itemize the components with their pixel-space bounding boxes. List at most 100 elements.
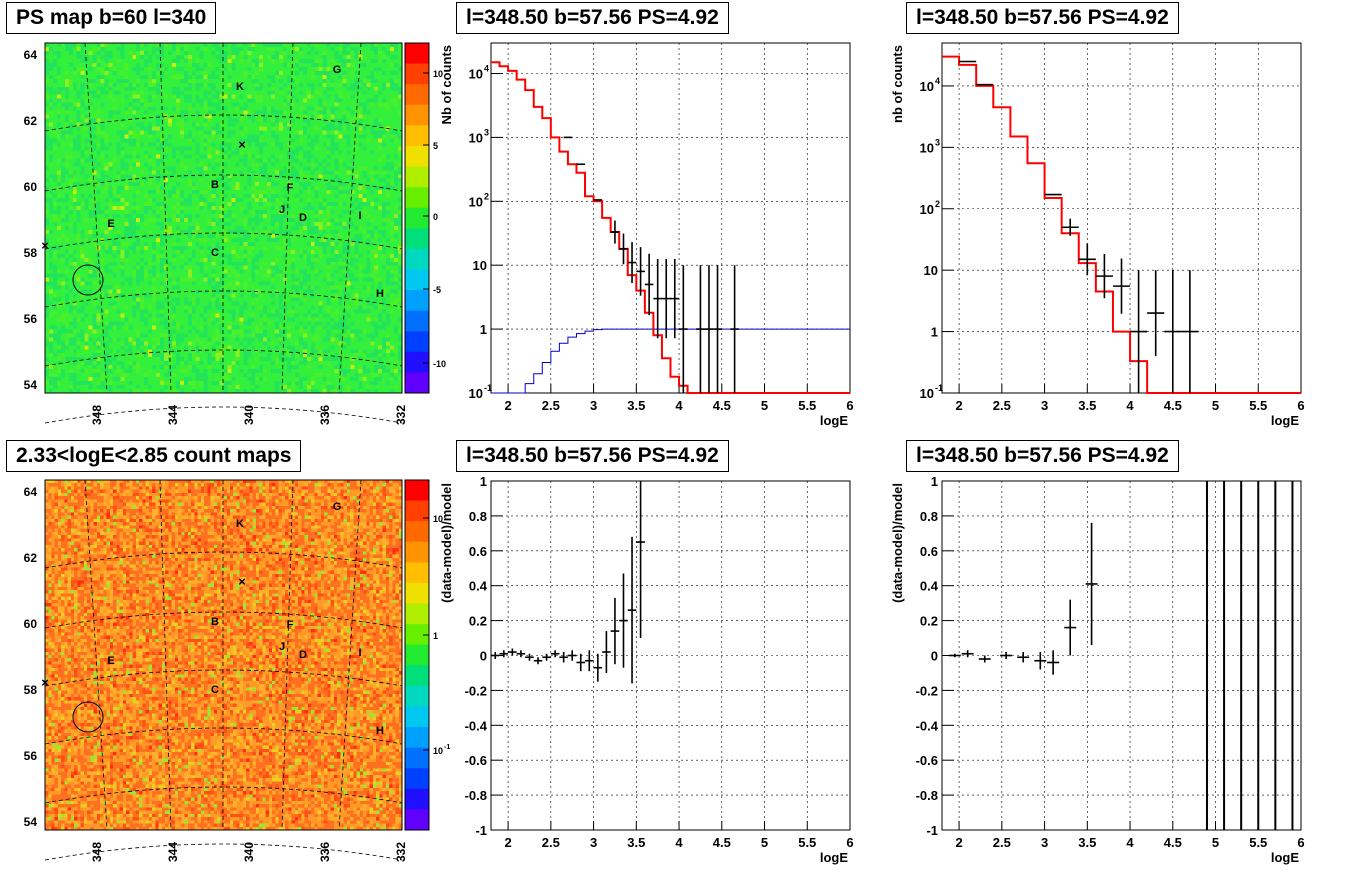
source-label: K	[236, 81, 244, 93]
heatmap-cells	[45, 43, 402, 393]
x-tick-label: 340	[242, 405, 256, 425]
tick-label: 10 4	[469, 63, 489, 81]
tick-label: 1	[480, 322, 487, 337]
x-tick-label: 5	[1212, 398, 1219, 413]
x-tick-label: 332	[394, 842, 408, 862]
source-label: H	[376, 288, 384, 300]
colorbar-segment	[405, 768, 429, 789]
x-axis-label: logE	[1271, 850, 1299, 865]
x-tick-label: 2	[955, 398, 962, 413]
tick-label-text: -0.4	[916, 718, 939, 733]
tick-label-text: 0	[480, 649, 487, 664]
tick-label-base: 10	[920, 202, 934, 217]
x-tick-label: 2.5	[542, 398, 560, 413]
tick-label-text: -0.2	[916, 683, 938, 698]
tick-label-text: -1	[475, 823, 487, 838]
x-tick-label: 4.5	[1164, 835, 1182, 850]
x-tick-label: 2.5	[993, 835, 1011, 850]
colorbar-segment	[405, 706, 429, 727]
tick-label-text: 1	[480, 474, 487, 489]
source-label: D	[299, 212, 307, 224]
spectrum-1-title: l=348.50 b=57.56 PS=4.92	[456, 2, 729, 34]
colorbar-segment	[405, 542, 429, 563]
tick-label-text: 0.4	[920, 579, 939, 594]
x-tick-label: 348	[90, 405, 104, 425]
x-tick-label: 3	[1041, 835, 1048, 850]
tick-label-text: 1	[931, 325, 938, 340]
tick-label: 10	[473, 258, 487, 273]
x-tick-label: 2.5	[993, 398, 1011, 413]
colorbar-segment	[405, 331, 429, 352]
tick-label: 1	[931, 325, 938, 340]
y-tick-label: 60	[24, 180, 38, 194]
tick-label-text: 0.2	[920, 614, 938, 629]
x-tick-label: 6	[1297, 398, 1304, 413]
colorbar-segment	[405, 84, 429, 105]
tick-label-base: 10	[469, 66, 483, 81]
y-axis-label: (data-model)/model	[439, 483, 454, 603]
x-tick-label: 340	[242, 842, 256, 862]
colorbar-label: 10	[433, 746, 443, 756]
tick-label-base: 10	[920, 140, 934, 155]
tick-label-base: 10	[469, 194, 483, 209]
x-tick-label: 4.5	[1164, 398, 1182, 413]
cross-marker: ×	[238, 574, 246, 589]
x-tick-label: 2	[504, 835, 511, 850]
source-label: F	[287, 619, 294, 631]
tick-label-base: 10	[469, 386, 483, 401]
colorbar-segment	[405, 521, 429, 542]
tick-label: 10 4	[920, 76, 940, 94]
x-tick-label: 4.5	[713, 398, 731, 413]
x-tick-label: 3	[1041, 398, 1048, 413]
cross-marker: ×	[238, 137, 246, 152]
colorbar-segment	[405, 249, 429, 270]
x-tick-label: 4	[675, 835, 683, 850]
source-label: I	[358, 210, 361, 222]
colorbar-label-exp: -1	[444, 744, 450, 751]
tick-label-text: 0	[931, 649, 938, 664]
tick-label: 10 2	[469, 191, 489, 209]
tick-label: -0.2	[465, 683, 487, 698]
tick-label: -0.8	[916, 788, 938, 803]
colorbar-segment	[405, 167, 429, 188]
x-tick-label: 344	[166, 405, 180, 425]
colorbar-segment	[405, 645, 429, 666]
y-tick-label: 60	[24, 617, 38, 631]
tick-label: 0.8	[920, 509, 938, 524]
colorbar-segment	[405, 64, 429, 85]
x-tick-label: 332	[394, 405, 408, 425]
tick-label-exp: 2	[484, 191, 489, 201]
source-label: B	[211, 179, 219, 191]
x-axis-label: logE	[1271, 413, 1299, 428]
tick-label-text: 0.2	[469, 614, 487, 629]
colorbar-label: -10	[433, 359, 446, 369]
x-tick-label: 336	[318, 842, 332, 862]
tick-label: -0.4	[916, 718, 939, 733]
tick-label-text: -0.6	[465, 753, 487, 768]
source-label: H	[376, 725, 384, 737]
plot-4: 2 2.5 3 3.5 4 4.5 5 5.5 610.80.60.40.20-0.2-0.4-…	[890, 474, 1305, 865]
colorbar-segment	[405, 311, 429, 332]
tick-label-text: 10	[473, 258, 487, 273]
tick-label-text: 10	[924, 263, 938, 278]
colorbar-segment	[405, 146, 429, 167]
source-label: E	[107, 218, 114, 230]
y-tick-label: 64	[24, 48, 38, 62]
y-tick-label: 56	[24, 312, 38, 326]
y-tick-label: 54	[24, 815, 38, 829]
y-tick-label: 58	[24, 683, 38, 697]
tick-label-text: -0.2	[465, 683, 487, 698]
x-tick-label: 6	[846, 835, 853, 850]
x-tick-label: 2.5	[542, 835, 560, 850]
source-label: F	[287, 182, 294, 194]
source-label: G	[333, 501, 342, 513]
heatmap-cells	[45, 480, 402, 830]
tick-label: 0.6	[920, 544, 938, 559]
source-label: B	[211, 616, 219, 628]
tick-label-text: 0.6	[469, 544, 487, 559]
colorbar-segment	[405, 604, 429, 625]
x-tick-label: 348	[90, 842, 104, 862]
colorbar-segment	[405, 352, 429, 373]
